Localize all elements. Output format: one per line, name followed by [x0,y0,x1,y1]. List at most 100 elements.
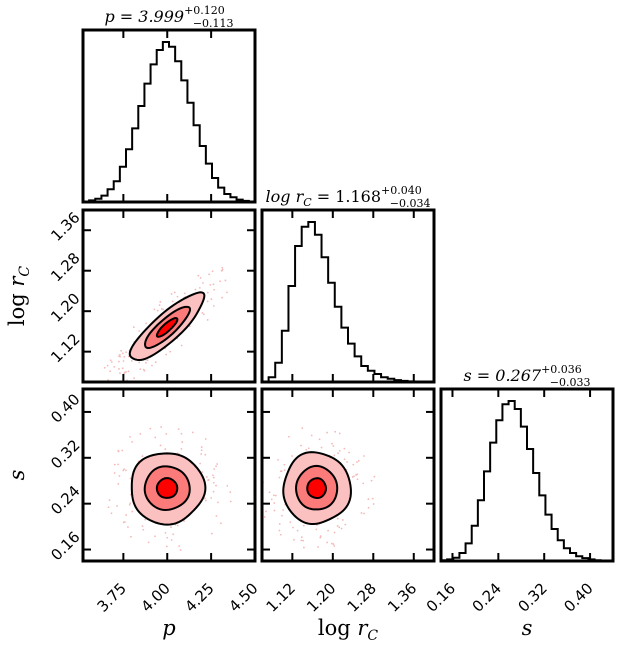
sample-point [165,353,168,356]
sample-point [142,528,145,531]
sample-point [302,524,305,527]
sample-point [113,365,116,368]
histogram-s [440,400,614,562]
sample-point [348,451,350,454]
sample-point [131,441,133,443]
title-logrc: log rC = 1.168+0.040 −0.034 [266,184,431,210]
sample-point [194,288,197,291]
title-text: p = 3.999+0.120 −0.113 [104,4,233,30]
sample-point [213,288,216,291]
sample-point [281,514,283,517]
sample-point [360,512,363,514]
sample-point [332,543,335,546]
sample-point [108,499,111,502]
sample-point [146,359,149,361]
sample-point [153,308,156,311]
sample-point [123,468,125,471]
sample-point [170,539,173,541]
sample-point [119,355,121,358]
sample-point [113,463,116,466]
sample-point [171,300,174,303]
y-tick-label: 1.12 [47,330,83,366]
sample-point [293,538,295,541]
sample-point [278,523,281,525]
sample-point [160,426,163,428]
x-axis-label-p: p [162,616,175,640]
title-p: p = 3.999+0.120 −0.113 [104,4,233,30]
contour [155,477,179,499]
sample-point [139,368,142,371]
sample-point [117,449,120,452]
contour [306,477,327,500]
sample-point [344,523,347,526]
sample-point [201,311,204,314]
sample-point [138,361,141,364]
sample-point [201,471,204,473]
sample-point [343,447,346,450]
x-tick-label: 0.40 [560,579,596,615]
sample-point [122,521,125,524]
sample-point [221,266,224,269]
sample-point [274,494,277,497]
sample-point [296,529,299,532]
sample-point [178,545,181,547]
sample-point [206,319,209,321]
y-tick-label: 0.40 [47,390,83,426]
hist-panel-p [81,28,257,204]
sample-point [205,476,208,478]
axes-frame [260,387,436,563]
sample-point [109,359,112,362]
sample-point [107,506,110,509]
sample-point [200,446,203,448]
y-axis-label-s: s [5,469,29,480]
sample-point [110,361,113,363]
sample-point [176,524,179,527]
sample-point [226,291,228,294]
sample-point [145,322,147,325]
sample-point [204,453,207,456]
title-text: log rC = 1.168+0.040 −0.034 [266,184,431,210]
sample-point [302,546,305,549]
sample-point [278,476,281,479]
sample-point [221,269,223,272]
sample-point [133,377,136,380]
axes-frame [81,208,257,384]
sample-point [197,274,200,277]
sample-point [204,438,207,440]
sample-point [191,431,194,434]
sample-point [216,501,219,504]
axes-frame [81,28,257,204]
sample-point [332,445,335,447]
sample-point [318,438,321,441]
sample-point [159,300,162,303]
sample-point [212,283,215,286]
sample-point [121,367,124,370]
sample-point [356,478,359,481]
sample-point [124,469,127,472]
sample-point [210,497,213,499]
sample-point [202,282,204,284]
sample-point [212,490,215,493]
sample-point [338,432,341,435]
sample-point [211,270,214,273]
sample-point [109,370,112,373]
sample-point [221,296,224,299]
sample-point [103,366,106,369]
sample-point [207,479,210,481]
sample-point [338,449,341,452]
sample-point [326,541,329,544]
sample-point [327,529,329,532]
y-axis-label-logrc: log rC [5,266,33,327]
sample-point [122,469,125,472]
sample-point [367,506,370,509]
sample-point [145,361,147,364]
sample-point [370,479,373,482]
sample-point [131,510,134,513]
sample-point [125,514,128,516]
x-axis-label-s: s [522,616,533,640]
sample-point [202,313,205,316]
sample-point [156,309,159,312]
sample-point [120,349,123,352]
y-tick-label: 1.28 [47,249,83,285]
sample-point [199,462,202,465]
